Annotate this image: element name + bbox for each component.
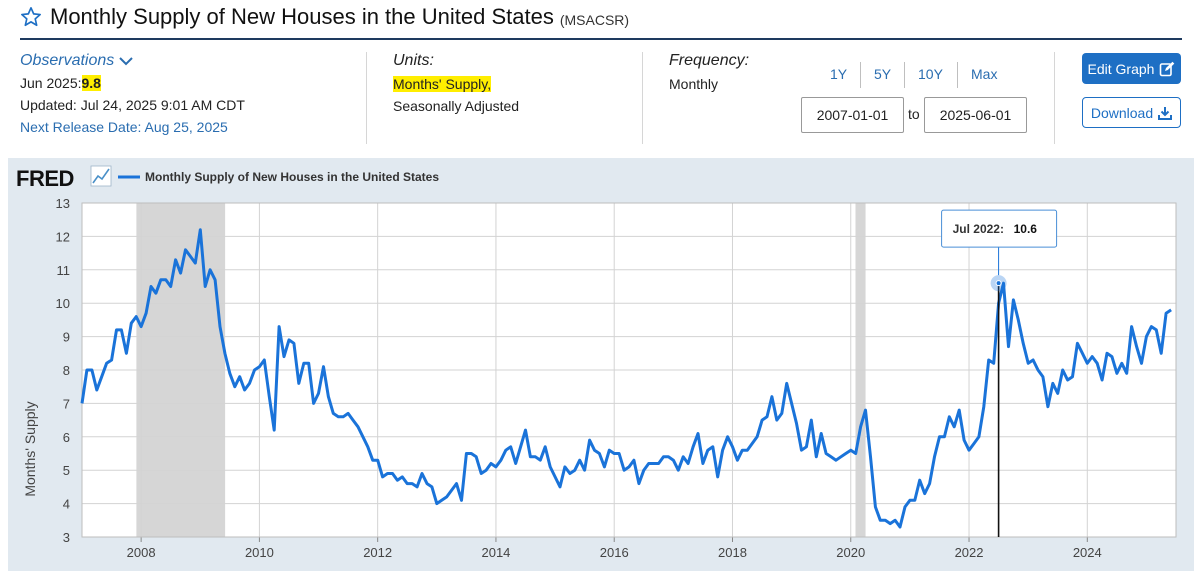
- next-release-link[interactable]: Next Release Date: Aug 25, 2025: [20, 119, 228, 135]
- fred-logo-icon: [90, 165, 112, 187]
- units-adjustment: Seasonally Adjusted: [393, 98, 520, 114]
- column-divider: [366, 52, 367, 144]
- observation-date: Jun 2025:: [20, 75, 82, 91]
- range-divider: [957, 62, 958, 88]
- to-label: to: [908, 106, 920, 122]
- y-tick-label: 5: [63, 463, 70, 478]
- x-tick-label: 2024: [1073, 545, 1102, 560]
- column-divider: [642, 52, 643, 144]
- x-tick-label: 2022: [955, 545, 984, 560]
- title-divider: [20, 38, 1182, 40]
- y-axis-label: Months' Supply: [22, 401, 38, 496]
- download-button[interactable]: Download: [1082, 97, 1181, 128]
- hover-marker: [995, 280, 1002, 287]
- column-divider: [1054, 52, 1055, 144]
- y-tick-label: 4: [63, 497, 70, 512]
- y-tick-label: 3: [63, 530, 70, 545]
- fred-logo: FRED: [16, 166, 74, 191]
- plot-border: [81, 202, 1177, 538]
- chart-panel: FRED Monthly Supply of New Houses in the…: [8, 158, 1194, 571]
- x-tick-label: 2014: [481, 545, 510, 560]
- units-label: Units:: [393, 52, 434, 69]
- edit-graph-button[interactable]: Edit Graph: [1082, 53, 1181, 84]
- y-tick-label: 13: [56, 196, 70, 211]
- page-title: Monthly Supply of New Houses in the Unit…: [50, 4, 554, 29]
- chart-svg[interactable]: FRED Monthly Supply of New Houses in the…: [8, 158, 1194, 571]
- updated-text: Updated: Jul 24, 2025 9:01 AM CDT: [20, 97, 245, 113]
- units-panel: Units: Months' Supply, Seasonally Adjust…: [393, 52, 519, 114]
- x-tick-label: 2012: [363, 545, 392, 560]
- star-icon[interactable]: [20, 6, 42, 28]
- range-divider: [860, 62, 861, 88]
- x-tick-label: 2010: [245, 545, 274, 560]
- observations-panel: Observations Jun 2025:9.8 Updated: Jul 2…: [20, 52, 245, 135]
- end-date-input[interactable]: [924, 97, 1027, 133]
- plot-area: 3 4 5 6 7 8 9 10 11 12 13 2008 2010 2012 2014 2016 2018 2…: [56, 196, 1177, 560]
- title-row: Monthly Supply of New Houses in the Unit…: [20, 2, 629, 32]
- range-5y-button[interactable]: 5Y: [874, 66, 892, 82]
- series-id: (MSACSR): [559, 11, 630, 28]
- legend-label: Monthly Supply of New Houses in the Unit…: [145, 170, 439, 184]
- y-tick-label: 11: [57, 263, 71, 278]
- y-tick-label: 7: [63, 396, 70, 411]
- y-tick-label: 6: [63, 430, 70, 445]
- frequency-value: Monthly: [669, 76, 719, 92]
- tooltip-date: Jul 2022:: [953, 222, 1004, 236]
- edit-icon: [1160, 61, 1175, 76]
- range-10y-button[interactable]: 10Y: [918, 66, 943, 82]
- y-tick-label: 10: [56, 296, 70, 311]
- observations-label: Observations: [20, 52, 115, 69]
- frequency-panel: Frequency: Monthly: [669, 52, 749, 92]
- x-tick-label: 2018: [718, 545, 747, 560]
- tooltip-value: 10.6: [1014, 222, 1038, 236]
- y-tick-label: 12: [56, 229, 70, 244]
- y-tick-label: 8: [63, 363, 70, 378]
- download-label: Download: [1090, 104, 1154, 121]
- x-tick-label: 2016: [600, 545, 629, 560]
- tooltip-box: [941, 209, 1058, 248]
- x-tick-label: 2008: [127, 545, 156, 560]
- range-1y-button[interactable]: 1Y: [830, 66, 848, 82]
- observation-value: 9.8: [81, 75, 101, 91]
- x-tick-label: 2020: [836, 545, 865, 560]
- download-icon: [1158, 106, 1173, 120]
- latest-observation: Jun 2025:9.8: [20, 75, 245, 91]
- series-line: [80, 228, 1172, 529]
- edit-graph-label: Edit Graph: [1087, 60, 1155, 77]
- frequency-label: Frequency:: [669, 52, 750, 69]
- y-tick-label: 9: [63, 330, 70, 345]
- start-date-input[interactable]: [801, 97, 904, 133]
- observations-dropdown[interactable]: Observations: [20, 52, 245, 70]
- range-divider: [904, 62, 905, 88]
- range-max-button[interactable]: Max: [971, 66, 998, 82]
- chevron-down-icon: [119, 57, 133, 66]
- units-value: Months' Supply,: [393, 76, 492, 92]
